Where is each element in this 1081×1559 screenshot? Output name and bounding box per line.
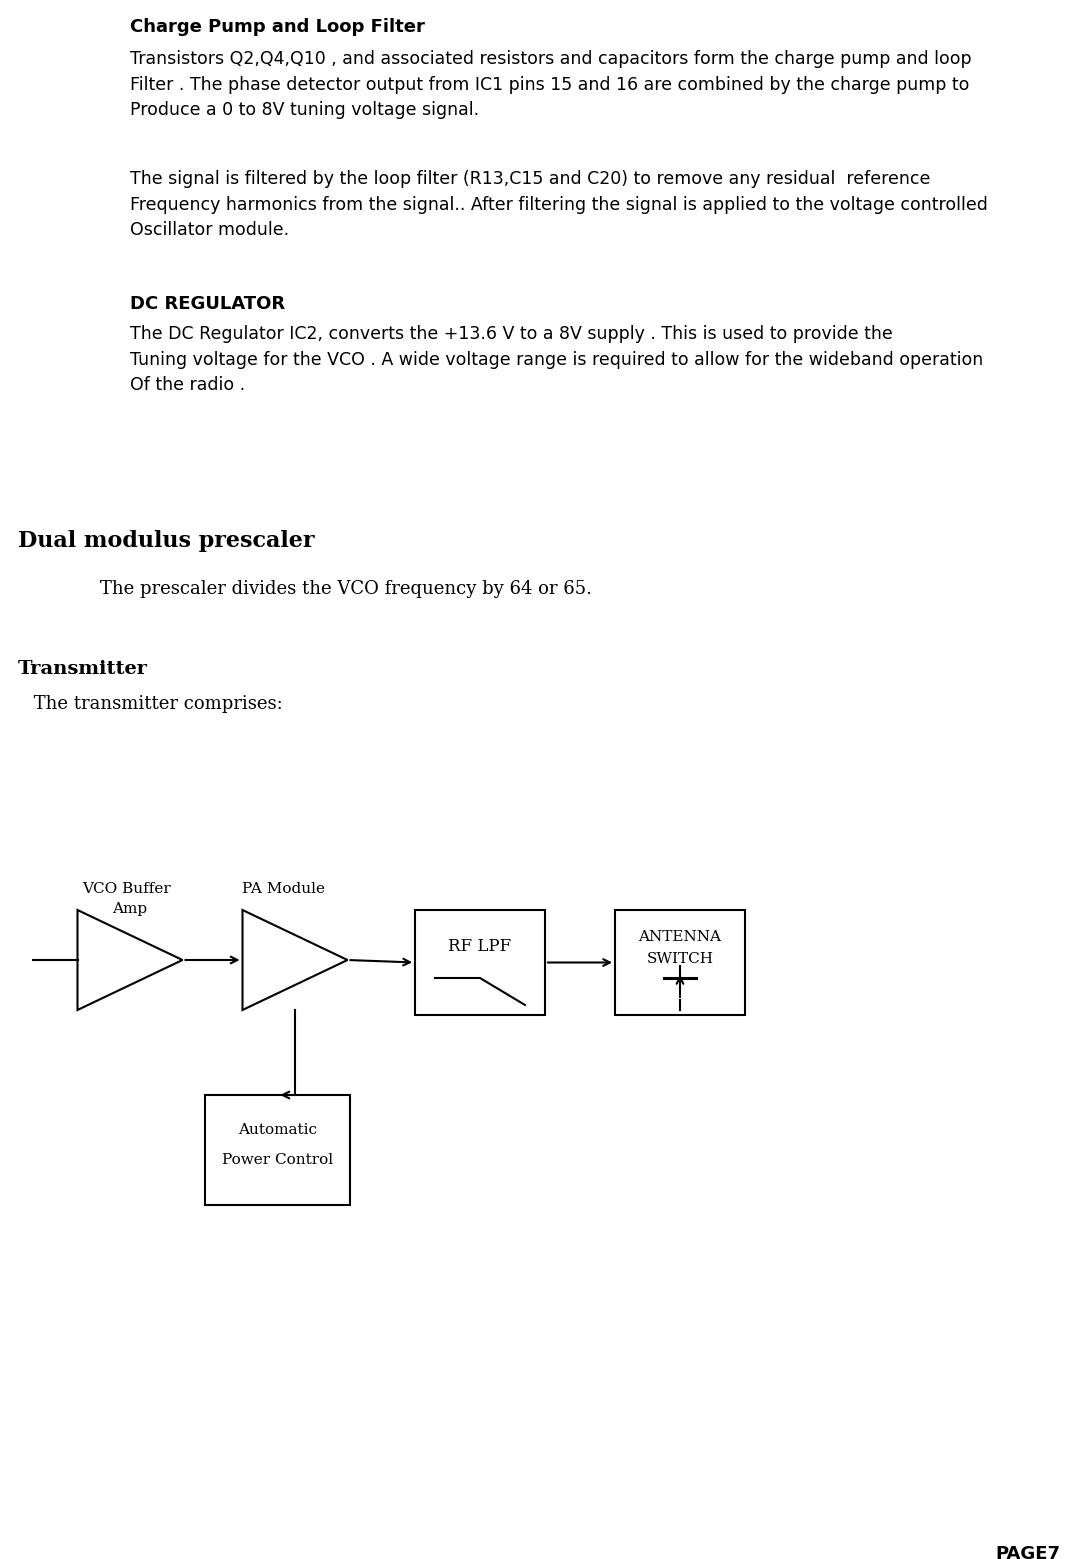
Text: Transistors Q2,Q4,Q10 , and associated resistors and capacitors form the charge : Transistors Q2,Q4,Q10 , and associated r… (130, 50, 972, 120)
Text: RF LPF: RF LPF (449, 939, 511, 956)
Text: Automatic: Automatic (238, 1122, 317, 1137)
Text: Power Control: Power Control (222, 1154, 333, 1168)
Text: Charge Pump and Loop Filter: Charge Pump and Loop Filter (130, 19, 425, 36)
Text: DC REGULATOR: DC REGULATOR (130, 295, 285, 313)
Text: Amp: Amp (112, 903, 148, 917)
Text: PAGE7: PAGE7 (995, 1545, 1060, 1559)
Bar (615, 910, 745, 1015)
Text: VCO Buffer: VCO Buffer (82, 882, 171, 896)
Text: Dual modulus prescaler: Dual modulus prescaler (18, 530, 315, 552)
Text: PA Module: PA Module (242, 882, 325, 896)
Text: ANTENNA: ANTENNA (639, 931, 721, 945)
Bar (415, 910, 545, 1015)
Text: SWITCH: SWITCH (646, 953, 713, 967)
Text: The DC Regulator IC2, converts the +13.6 V to a 8V supply . This is used to prov: The DC Regulator IC2, converts the +13.6… (130, 324, 984, 394)
Text: The prescaler divides the VCO frequency by 64 or 65.: The prescaler divides the VCO frequency … (101, 580, 592, 599)
Text: Transmitter: Transmitter (18, 659, 148, 678)
Text: The transmitter comprises:: The transmitter comprises: (28, 695, 283, 712)
Bar (205, 1094, 350, 1205)
Text: The signal is filtered by the loop filter (R13,C15 and C20) to remove any residu: The signal is filtered by the loop filte… (130, 170, 988, 240)
